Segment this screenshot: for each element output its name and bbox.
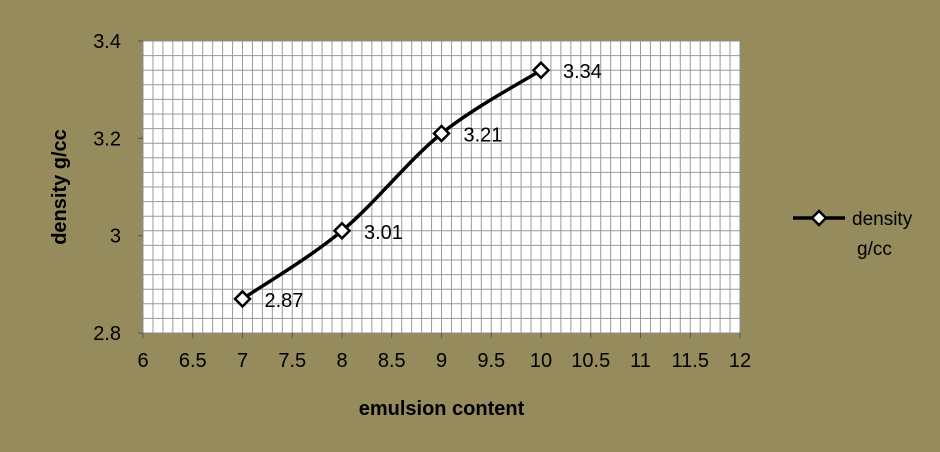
data-point-marker [531, 60, 551, 80]
x-tick-label: 9.5 [477, 350, 505, 372]
x-tick-label: 11.5 [672, 350, 709, 372]
legend-label: density g/cc [852, 209, 913, 260]
x-tick-label: 10.5 [571, 350, 610, 372]
data-point-marker [332, 221, 352, 241]
y-axis-title: density g/cc [49, 129, 71, 245]
x-axis-ticks: 6 6.5 7 7.5 8 8.5 9 9.5 10 10.5 11 11.5 12 [137, 333, 751, 372]
gridlines [142, 40, 741, 334]
legend: density g/cc [793, 209, 913, 260]
y-tick-label: 2.8 [93, 323, 121, 345]
x-axis-title: emulsion content [359, 398, 525, 420]
y-tick-label: 3.4 [93, 31, 121, 53]
data-label: 3.21 [464, 124, 503, 146]
x-tick-label: 7.5 [278, 350, 306, 372]
x-tick-label: 8 [336, 350, 347, 372]
x-tick-label: 11 [630, 350, 651, 372]
x-tick-label: 6.5 [179, 350, 207, 372]
legend-marker-swatch [810, 209, 828, 227]
data-label: 2.87 [265, 290, 304, 312]
x-tick-label: 7 [237, 350, 248, 372]
data-point-marker [233, 289, 252, 309]
y-axis-ticks: 2.8 3 3.2 3.4 [93, 31, 143, 345]
data-label: 3.01 [364, 222, 403, 244]
series-density: 2.87 3.01 3.21 3.34 [233, 60, 602, 312]
y-tick-label: 3.2 [93, 128, 121, 150]
x-tick-label: 6 [137, 350, 148, 372]
y-tick-label: 3 [110, 226, 121, 248]
series-line [241, 68, 542, 301]
x-tick-label: 10 [530, 350, 552, 372]
data-point-marker [432, 124, 451, 143]
data-label: 3.34 [563, 61, 602, 83]
x-tick-label: 12 [729, 350, 751, 372]
x-tick-label: 8.5 [378, 350, 406, 372]
x-tick-label: 9 [436, 350, 447, 372]
